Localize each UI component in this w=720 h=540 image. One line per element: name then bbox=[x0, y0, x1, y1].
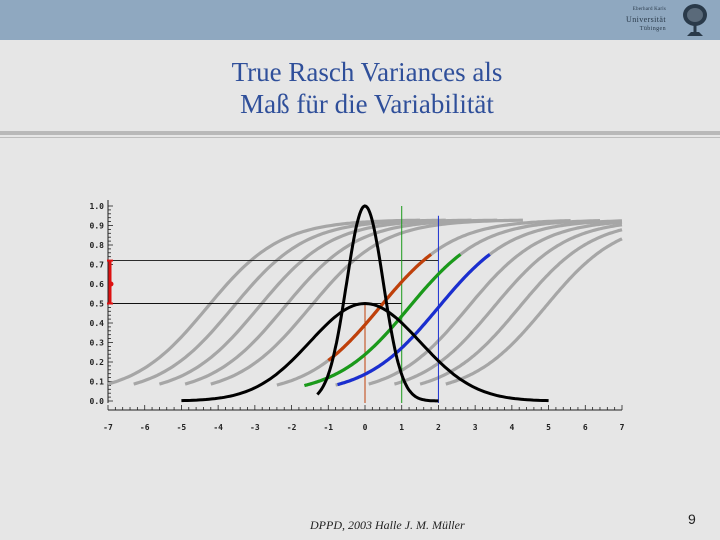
red-interval-marker bbox=[108, 281, 114, 287]
y-tick-label: 0.7 bbox=[90, 261, 105, 270]
x-tick-label: -2 bbox=[287, 423, 297, 432]
x-tick-label: -6 bbox=[140, 423, 150, 432]
logo-line2: Universität bbox=[626, 15, 666, 24]
title-divider bbox=[0, 131, 720, 135]
gray-logistic-curve bbox=[158, 218, 472, 386]
x-tick-label: -3 bbox=[250, 423, 260, 432]
gray-logistic-curve bbox=[184, 218, 498, 386]
normal-distribution-curve bbox=[181, 301, 549, 403]
y-tick-label: 0.5 bbox=[90, 300, 105, 309]
gray-logistic-curve bbox=[445, 237, 623, 386]
slide-footer: DPPD, 2003 Halle J. M. Müller bbox=[310, 518, 465, 532]
x-tick-label: 3 bbox=[473, 423, 478, 432]
y-tick-label: 0.9 bbox=[90, 222, 105, 231]
green-logistic-curve bbox=[303, 253, 462, 388]
x-tick-label: -1 bbox=[323, 423, 333, 432]
blue-logistic-curve bbox=[337, 253, 491, 387]
gray-logistic-curve bbox=[210, 218, 523, 386]
y-tick-label: 0.3 bbox=[90, 339, 105, 348]
y-tick-label: 0.8 bbox=[90, 241, 105, 250]
gray-logistic-curve bbox=[107, 218, 421, 386]
y-tick-label: 0.4 bbox=[90, 319, 105, 328]
x-tick-label: 7 bbox=[620, 423, 625, 432]
x-tick-label: 4 bbox=[509, 423, 514, 432]
x-tick-label: -4 bbox=[213, 423, 223, 432]
y-tick-label: 0.1 bbox=[90, 378, 105, 387]
university-logo: Eberhard Karls Universität Tübingen bbox=[606, 2, 712, 38]
logo-text: Eberhard Karls Universität Tübingen bbox=[626, 7, 666, 32]
slide-title-line2: Maß für die Variabilität bbox=[240, 89, 494, 119]
x-tick-label: 5 bbox=[546, 423, 551, 432]
y-tick-label: 0.0 bbox=[90, 397, 105, 406]
title-bar: Eberhard Karls Universität Tübingen bbox=[0, 0, 720, 40]
x-tick-label: 2 bbox=[436, 423, 441, 432]
x-tick-label: 1 bbox=[399, 423, 404, 432]
rasch-curves-chart: 0.0 0.1 0.2 0.3 0.4 0.5 0.6 0.7 0.8 0.9 1.0 -7 -6 -5 -… bbox=[90, 200, 625, 432]
logo-line1: Eberhard Karls bbox=[632, 7, 666, 12]
normal-distribution-curve bbox=[316, 204, 439, 403]
slide-title: True Rasch Variances als Maß für die Var… bbox=[0, 56, 720, 120]
page-number: 9 bbox=[688, 511, 696, 527]
y-tick-label: 1.0 bbox=[90, 202, 105, 211]
x-tick-label: 6 bbox=[583, 423, 588, 432]
x-tick-label: -5 bbox=[177, 423, 187, 432]
y-tick-label: 0.6 bbox=[90, 280, 105, 289]
x-tick-label: 0 bbox=[363, 423, 368, 432]
title-divider-thin bbox=[0, 137, 720, 138]
x-tick-label: -7 bbox=[103, 423, 113, 432]
gray-logistic-curve bbox=[393, 223, 623, 386]
slide-title-line1: True Rasch Variances als bbox=[231, 57, 503, 87]
gray-logistic-curve bbox=[368, 220, 623, 386]
gray-logistic-curve bbox=[419, 228, 623, 386]
gray-logistic-curve bbox=[133, 218, 446, 386]
logo-line3: Tübingen bbox=[639, 26, 666, 32]
tree-seal-icon bbox=[683, 4, 707, 36]
y-tick-label: 0.2 bbox=[90, 358, 105, 367]
